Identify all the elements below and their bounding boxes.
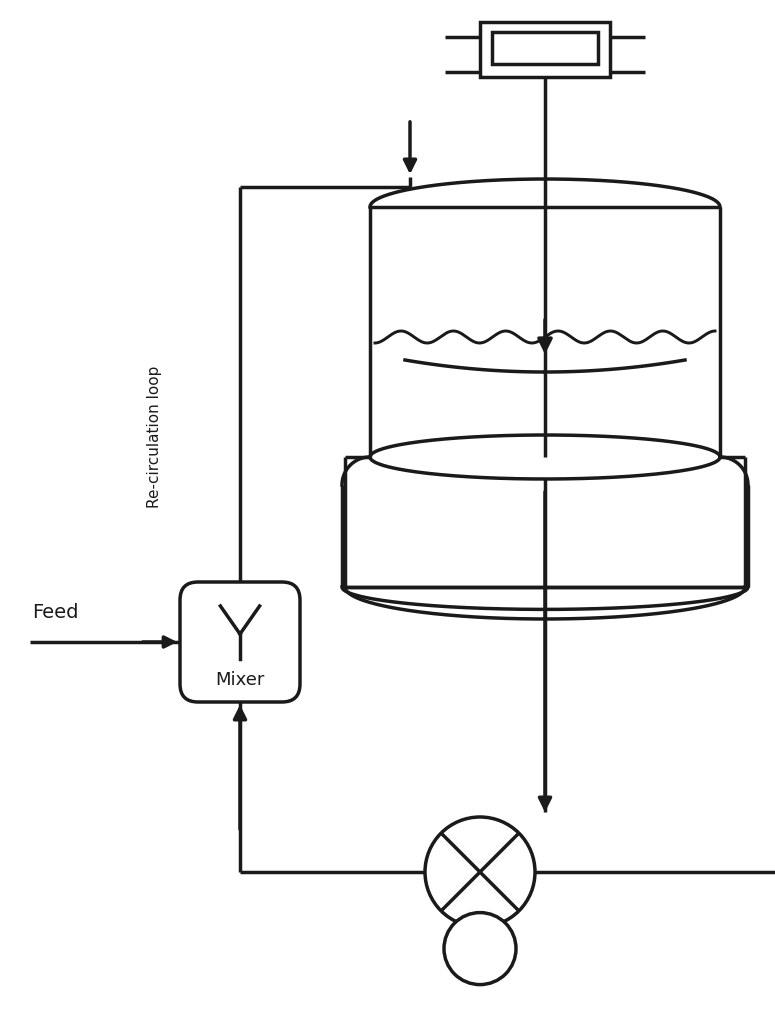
Circle shape xyxy=(444,912,516,984)
FancyBboxPatch shape xyxy=(180,582,300,702)
Text: Re-circulation loop: Re-circulation loop xyxy=(147,366,163,508)
Circle shape xyxy=(425,817,535,928)
Text: Mixer: Mixer xyxy=(215,671,265,689)
Bar xyxy=(492,32,598,64)
Text: Feed: Feed xyxy=(32,603,78,622)
Bar xyxy=(480,22,610,77)
